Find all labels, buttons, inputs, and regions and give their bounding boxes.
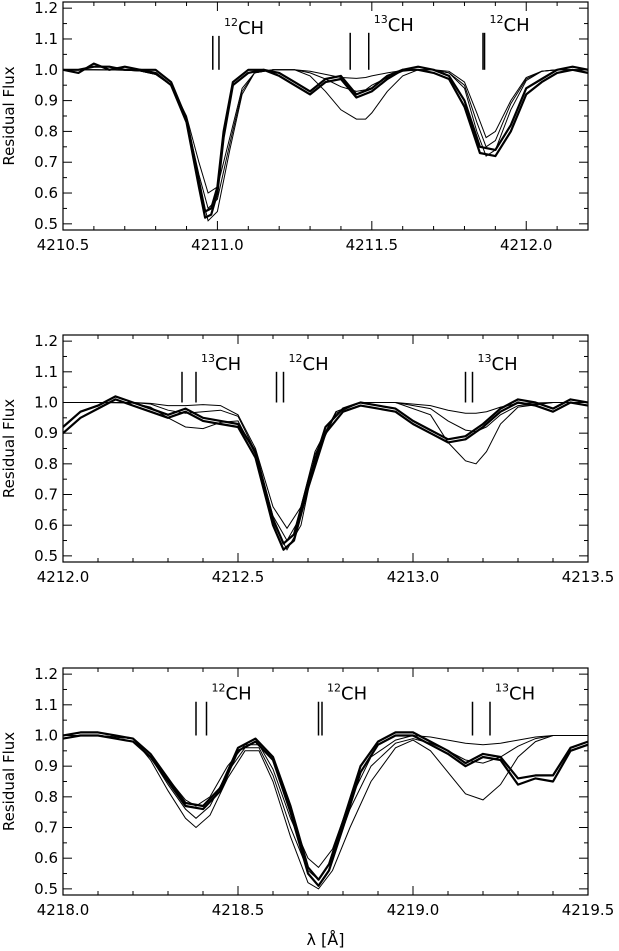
model-line-2 bbox=[63, 69, 588, 210]
y-tick-label: 1.2 bbox=[34, 0, 58, 17]
observed-line-2 bbox=[63, 731, 588, 881]
model-line-3 bbox=[63, 735, 588, 890]
y-tick-label: 1.2 bbox=[34, 332, 58, 350]
y-tick-label: 1.0 bbox=[34, 393, 58, 411]
y-tick-label: 1.0 bbox=[34, 726, 58, 744]
x-tick-label: 4211.0 bbox=[191, 236, 244, 254]
series-group bbox=[63, 731, 588, 890]
y-tick-label: 0.5 bbox=[34, 880, 58, 898]
line-marker-label: 12CH bbox=[289, 352, 329, 375]
line-marker-label: 12CH bbox=[224, 16, 264, 39]
y-tick-label: 0.7 bbox=[34, 486, 58, 504]
y-tick-label: 0.7 bbox=[34, 819, 58, 837]
y-tick-label: 0.6 bbox=[34, 184, 58, 202]
observed-line-2 bbox=[63, 65, 588, 213]
panel-middle: 4212.0 4212.5 4213.0 4213.5 0.5 0.6 0.7 0.8 0.9 1… bbox=[0, 332, 614, 586]
y-tick-label: 0.8 bbox=[34, 122, 58, 140]
model-line-3 bbox=[63, 69, 588, 222]
y-axis-label: Residual Flux bbox=[0, 399, 18, 498]
y-axis-label: Residual Flux bbox=[0, 66, 18, 165]
model-line-1 bbox=[63, 402, 588, 530]
model-line-2 bbox=[63, 402, 588, 542]
y-tick-label: 0.6 bbox=[34, 849, 58, 867]
line-marker-label: 13CH bbox=[374, 13, 414, 36]
y-tick-label: 0.8 bbox=[34, 455, 58, 473]
y-tick-label: 0.8 bbox=[34, 788, 58, 806]
x-tick-label: 4218.5 bbox=[212, 901, 265, 919]
y-tick-label: 1.2 bbox=[34, 665, 58, 683]
x-tick-label: 4212.5 bbox=[212, 568, 265, 586]
line-marker-label: 12CH bbox=[490, 13, 530, 36]
y-tick-label: 0.6 bbox=[34, 516, 58, 534]
line-marker-label: 12CH bbox=[327, 682, 367, 705]
series-group bbox=[63, 62, 588, 222]
y-tick-label: 0.9 bbox=[34, 92, 58, 110]
x-tick-label: 4212.0 bbox=[500, 236, 553, 254]
model-line-1 bbox=[63, 69, 588, 194]
y-tick-label: 1.1 bbox=[34, 30, 58, 48]
observed-line-1 bbox=[63, 62, 588, 219]
y-tick-label: 0.7 bbox=[34, 153, 58, 171]
observed-line-1 bbox=[63, 398, 588, 551]
y-tick-label: 1.1 bbox=[34, 696, 58, 714]
x-axis-label: λ [Å] bbox=[307, 930, 345, 949]
observed-line-2 bbox=[63, 395, 588, 545]
line-marker-label: 13CH bbox=[478, 352, 518, 375]
x-tick-label: 4219.5 bbox=[562, 901, 615, 919]
y-tick-label: 0.9 bbox=[34, 757, 58, 775]
plot-frame bbox=[62, 1, 589, 231]
x-tick-label: 4213.0 bbox=[387, 568, 440, 586]
x-tick-label: 4213.5 bbox=[562, 568, 615, 586]
x-tick-label: 4218.0 bbox=[37, 901, 90, 919]
observed-line-1 bbox=[63, 734, 588, 887]
y-axis-label: Residual Flux bbox=[0, 732, 18, 831]
y-tick-label: 0.9 bbox=[34, 424, 58, 442]
x-tick-label: 4219.0 bbox=[387, 901, 440, 919]
y-tick-label: 0.5 bbox=[34, 547, 58, 565]
panel-top: 4210.5 4211.0 4211.5 4212.0 0.5 0.6 0.7 0.8 0.9 1… bbox=[0, 0, 589, 254]
x-tick-label: 4212.0 bbox=[37, 568, 90, 586]
series-group bbox=[63, 395, 588, 551]
y-tick-label: 0.5 bbox=[34, 215, 58, 233]
line-marker-label: 12CH bbox=[212, 682, 252, 705]
y-tick-label: 1.1 bbox=[34, 363, 58, 381]
model-line-3 bbox=[63, 402, 588, 551]
line-marker-label: 13CH bbox=[495, 682, 535, 705]
x-tick-label: 4210.5 bbox=[37, 236, 90, 254]
panel-bottom: 4218.0 4218.5 4219.0 4219.5 0.5 0.6 0.7 0.8 0.9 1… bbox=[0, 665, 614, 949]
x-tick-label: 4211.5 bbox=[346, 236, 399, 254]
line-marker-label: 13CH bbox=[201, 352, 241, 375]
y-tick-label: 1.0 bbox=[34, 61, 58, 79]
model-line-1 bbox=[63, 734, 588, 869]
